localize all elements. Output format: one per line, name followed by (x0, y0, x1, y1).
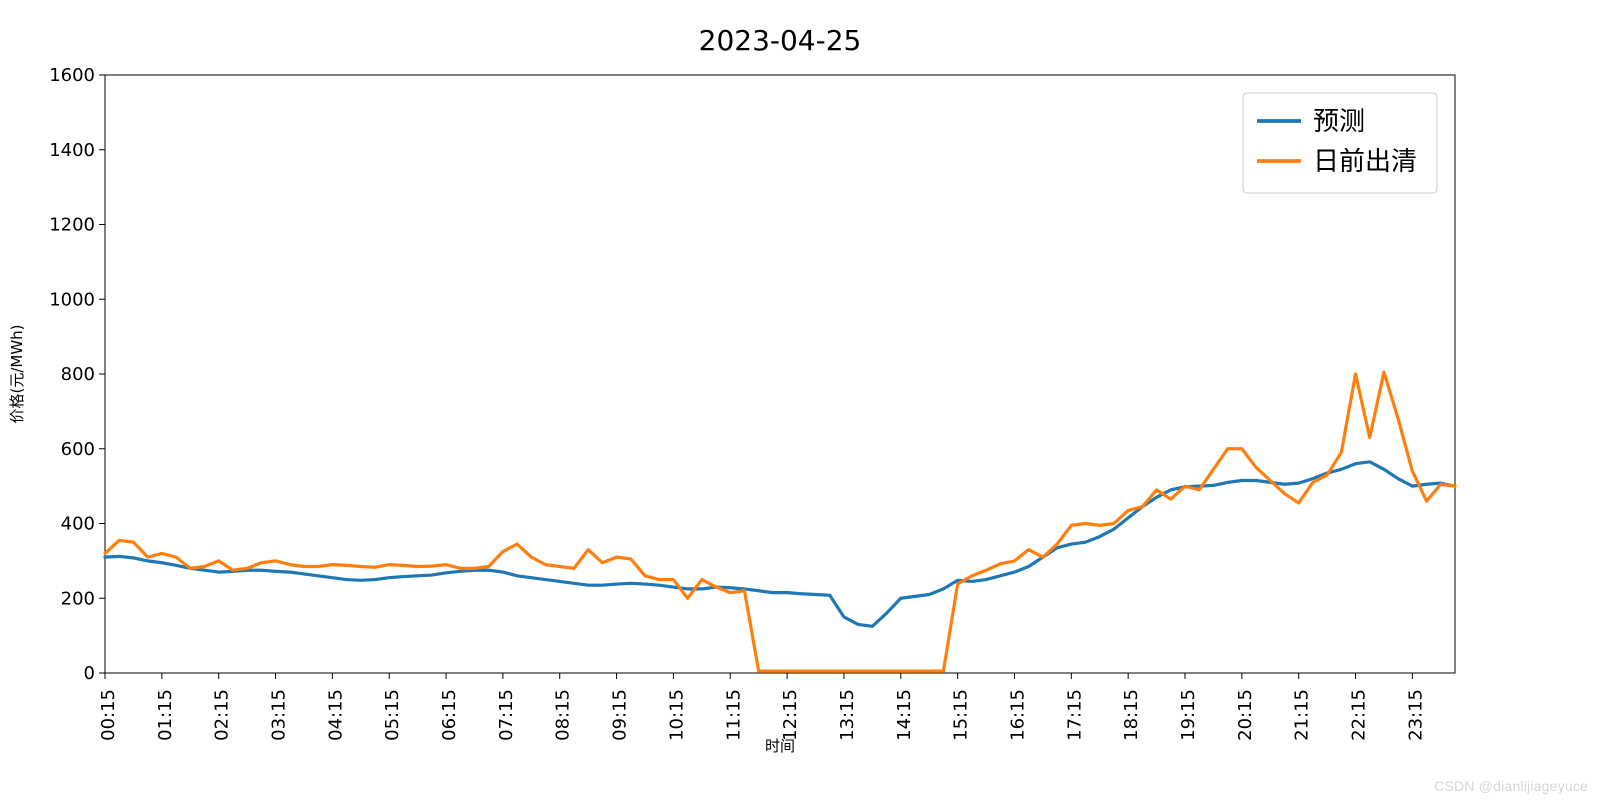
ytick-label: 1000 (49, 289, 95, 310)
xtick-label: 04:15 (325, 689, 346, 741)
xtick-label: 09:15 (610, 689, 631, 741)
ytick-label: 1200 (49, 215, 95, 236)
xtick-label: 02:15 (212, 689, 233, 741)
chart-title: 2023-04-25 (699, 24, 862, 57)
ytick-label: 1600 (49, 65, 95, 86)
legend: 预测日前出清 (1243, 93, 1437, 193)
x-axis-label: 时间 (765, 737, 795, 755)
xtick-label: 01:15 (155, 689, 176, 741)
xtick-label: 11:15 (723, 689, 744, 741)
chart-container: 2023-04-25 0 200 400 600 800 1000 1200 1400 1600 价… (0, 0, 1600, 800)
xtick-label: 21:15 (1292, 689, 1313, 741)
ytick-label: 1400 (49, 140, 95, 161)
xtick-label: 22:15 (1349, 689, 1370, 741)
xtick-label: 10:15 (666, 689, 687, 741)
xtick-label: 00:15 (98, 689, 119, 741)
watermark-text: CSDN @dianlijiageyuce (1434, 778, 1588, 794)
ytick-label: 800 (61, 364, 95, 385)
xtick-label: 06:15 (439, 689, 460, 741)
xtick-label: 18:15 (1121, 689, 1142, 741)
xtick-label: 07:15 (496, 689, 517, 741)
xtick-label: 08:15 (553, 689, 574, 741)
ytick-label: 200 (61, 588, 95, 609)
xtick-label: 20:15 (1235, 689, 1256, 741)
ytick-label: 600 (61, 439, 95, 460)
xtick-label: 14:15 (894, 689, 915, 741)
ytick-label: 0 (84, 663, 95, 684)
xtick-label: 17:15 (1064, 689, 1085, 741)
xtick-label: 16:15 (1007, 689, 1028, 741)
y-axis-label: 价格(元/MWh) (8, 324, 26, 423)
legend-label: 日前出清 (1313, 147, 1417, 177)
xtick-label: 12:15 (780, 689, 801, 741)
chart-svg: 2023-04-25 0 200 400 600 800 1000 1200 1400 1600 价… (0, 0, 1600, 800)
xtick-label: 23:15 (1405, 689, 1426, 741)
xtick-label: 15:15 (951, 689, 972, 741)
xtick-label: 03:15 (269, 689, 290, 741)
xtick-label: 19:15 (1178, 689, 1199, 741)
xtick-label: 05:15 (382, 689, 403, 741)
legend-label: 预测 (1313, 107, 1365, 137)
xtick-label: 13:15 (837, 689, 858, 741)
ytick-label: 400 (61, 514, 95, 535)
